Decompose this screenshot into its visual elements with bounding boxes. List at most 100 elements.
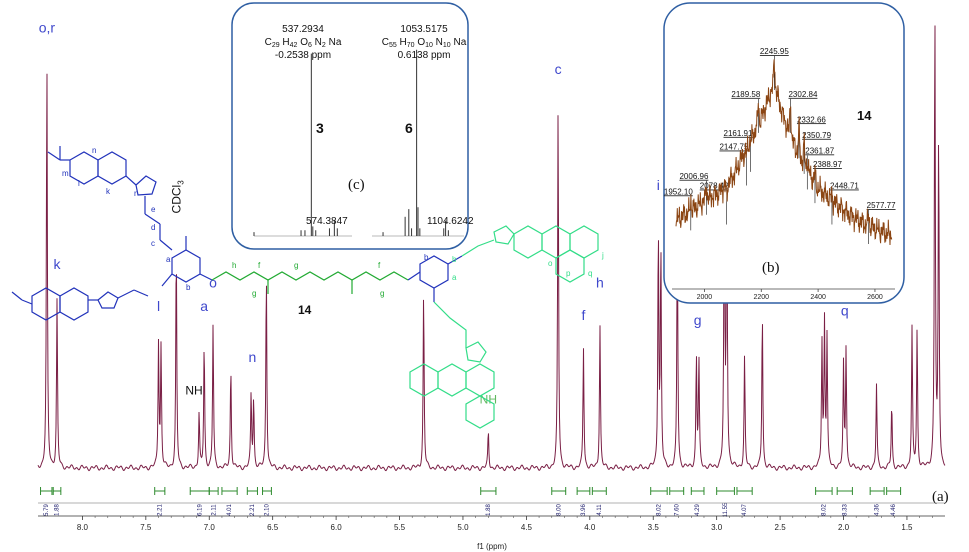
coumarin-top-left: [47, 146, 173, 251]
ms-c-formula-6: C55 H70 O10 N10 Na: [382, 37, 467, 49]
ms-b-peak-label-3: 2332.66: [797, 115, 826, 124]
nmr-integral-value-6: 2.21: [250, 504, 256, 516]
ms-c-spectrum-3: [253, 53, 352, 237]
nmr-integral-13: 7.60: [669, 487, 685, 516]
ms-b-peak-label-1: 2302.84: [788, 90, 817, 99]
structure-label-f: f: [258, 261, 261, 270]
ms-c-frame: [231, 2, 469, 250]
nmr-integral-value-3: 6.19: [197, 504, 203, 516]
nmr-annotation-18: q: [841, 303, 849, 319]
structure-label-b-right: b: [424, 253, 429, 262]
nmr-annotation-15: g: [694, 312, 702, 328]
nmr-integral-4: 2.11: [208, 487, 219, 516]
nmr-integral-17: 8.02: [815, 487, 833, 516]
nmr-integral-value-15: 11.55: [723, 502, 729, 517]
nmr-integral-markers: 5.79 1.88 2.21 6.19 2.11 4.01 2.21 2.10 1.88 8.00…: [40, 487, 902, 517]
ms-b-x-tick-label-1: 2200: [753, 294, 769, 301]
structure-label-teal-b: b: [452, 255, 457, 264]
nmr-integral-value-19: 4.36: [875, 504, 881, 516]
nmr-integral-value-12: 8.02: [657, 504, 663, 516]
panel-c-label: (c): [348, 177, 365, 193]
nmr-x-tick-label-2: 7.0: [204, 523, 216, 532]
compound-14-structure: n m k l r e d c a b b h f g g f g a b o …: [11, 146, 604, 429]
ms-b-peak-12: 2448.71: [830, 182, 859, 225]
ms-c-mass-6: 1053.5175: [400, 24, 448, 35]
nmr-annotation-5: a: [200, 298, 208, 314]
nmr-integral-value-4: 2.11: [211, 504, 217, 516]
nmr-integral-9: 8.00: [551, 487, 567, 516]
ms-b-peak-label-2: 2189.58: [731, 90, 760, 99]
nmr-integral-7: 2.10: [262, 487, 272, 516]
nmr-x-tick-label-0: 8.0: [77, 523, 89, 532]
nmr-integral-value-1: 1.88: [55, 504, 61, 516]
structure-label-g-right: g: [380, 289, 384, 298]
nmr-annotation-6: o: [209, 275, 217, 291]
nmr-annotation-11: f: [582, 307, 586, 323]
ms-b-peak-label-11: 1952.10: [664, 187, 693, 196]
ms-b-peak-label-13: 2577.77: [867, 201, 896, 210]
ms-b-spectrum-trace: [675, 59, 893, 246]
ms-b-peak-label-4: 2161.91: [724, 129, 753, 138]
ms-c-secondary-peak-3: 574.3847: [306, 216, 348, 227]
coumarin-bottom-left: [11, 287, 149, 321]
nmr-integral-value-10: 3.96: [581, 504, 587, 516]
structure-label-a: a: [166, 255, 171, 264]
ms-c-formula-3: C29 H42 O6 N2 Na: [265, 37, 342, 49]
structure-compound-label: 14: [298, 303, 312, 317]
nmr-integral-16: 4.07: [736, 487, 753, 516]
nmr-integral-value-5: 4.01: [227, 504, 233, 516]
structure-label-teal-a: a: [452, 273, 457, 282]
ms-b-peak-label-8: 2388.97: [813, 160, 842, 169]
structure-label-g-mid: g: [294, 261, 298, 270]
ms-b-compound-label: 14: [857, 108, 872, 123]
structure-label-r: r: [134, 189, 137, 198]
ms-b-peak-label-5: 2350.79: [802, 131, 831, 140]
nmr-integral-value-7: 2.10: [265, 504, 271, 516]
nmr-integral-value-20: 4.46: [891, 504, 897, 516]
structure-label-j: j: [601, 251, 604, 260]
ms-b-peak-7: 2361.87: [805, 146, 835, 190]
ms-b-peak-label-0: 2245.95: [760, 47, 789, 56]
nmr-integral-value-11: 4.11: [597, 504, 603, 516]
nmr-x-tick-label-5: 5.5: [394, 523, 406, 532]
nmr-integral-6: 2.21: [246, 487, 258, 516]
ms-b-x-axis-ticks: 2000 2200 2400 2600: [697, 289, 883, 301]
nmr-integral-3: 6.19: [189, 487, 210, 516]
nmr-integral-18: 8.33: [836, 487, 853, 516]
nmr-integral-value-14: 4.29: [695, 504, 701, 516]
nmr-integral-2: 2.21: [154, 487, 166, 516]
nmr-integral-value-18: 8.33: [842, 504, 848, 516]
nmr-x-tick-label-4: 6.0: [331, 523, 343, 532]
nmr-x-tick-label-6: 5.0: [457, 523, 469, 532]
ms-b-peak-label-9: 2006.96: [679, 172, 708, 181]
structure-label-m: m: [62, 169, 69, 178]
nmr-integral-11: 4.11: [591, 487, 607, 516]
ms-c-compound-3: 3: [316, 120, 324, 136]
nmr-x-tick-label-13: 1.5: [901, 523, 913, 532]
structure-label-c: c: [151, 239, 155, 248]
ms-c-mass-3: 537.2934: [282, 24, 324, 35]
nmr-integral-value-17: 8.02: [821, 504, 827, 516]
nmr-integral-20: 4.46: [886, 487, 902, 516]
nmr-integral-value-13: 7.60: [674, 504, 680, 516]
ms-b-peak-label-7: 2361.87: [805, 146, 834, 155]
nmr-integral-19: 4.36: [869, 487, 885, 516]
nmr-x-tick-label-1: 7.5: [140, 523, 152, 532]
coumarin-top-right: [461, 225, 599, 283]
nmr-annotation-4: NH: [185, 383, 202, 397]
nmr-annotation-7: n: [248, 349, 256, 365]
nmr-x-tick-label-8: 4.0: [584, 523, 596, 532]
nmr-integral-1: 1.88: [52, 487, 62, 516]
ms-inset-b: 2245.95 2302.84 2189.58 2332.66 2161.91 2350.…: [663, 2, 905, 304]
panel-b-label: (b): [762, 260, 780, 276]
structure-label-p: p: [566, 269, 571, 278]
coumarin-bottom-right: [409, 301, 495, 429]
ms-b-x-tick-label-0: 2000: [697, 294, 713, 301]
central-aryl-right: [407, 255, 463, 302]
ms-c-error-3: -0.2538 ppm: [275, 50, 331, 61]
nmr-integral-5: 4.01: [221, 487, 238, 516]
nmr-integral-value-2: 2.21: [157, 504, 163, 516]
nmr-x-axis-ticks: 8.0 7.5 7.0 6.5 6.0 5.5 5.0 4.5 4.0 3.5 3.0 2.5 2.0 1…: [77, 516, 933, 532]
ms-b-peak-labels: 2245.95 2302.84 2189.58 2332.66 2161.91 2350.…: [664, 47, 896, 245]
ms-b-x-tick-label-2: 2400: [810, 294, 826, 301]
